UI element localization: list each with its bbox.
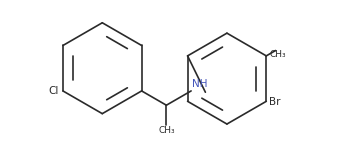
Text: NH: NH [192, 79, 207, 89]
Text: Br: Br [269, 97, 281, 107]
Text: CH₃: CH₃ [269, 50, 286, 59]
Text: CH₃: CH₃ [158, 126, 175, 135]
Text: Cl: Cl [49, 86, 59, 96]
